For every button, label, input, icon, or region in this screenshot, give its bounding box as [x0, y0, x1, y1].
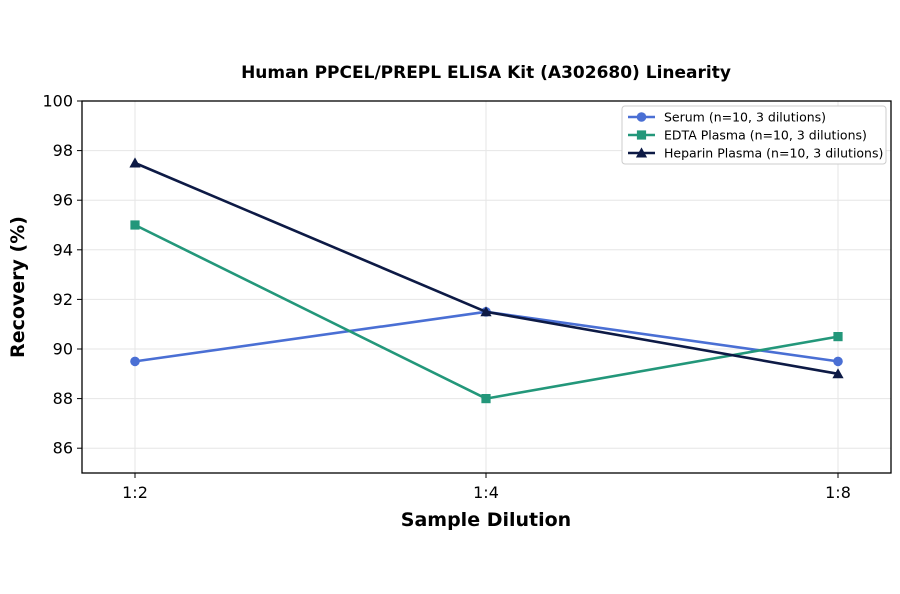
data-point	[480, 306, 492, 317]
legend-marker	[636, 112, 647, 122]
y-tick-label: 96	[53, 191, 73, 210]
axis-ticks: 86 88 90 92 94 96 98 100 1:2 1:4 1:8	[42, 92, 850, 503]
y-axis-label: Recovery (%)	[7, 216, 29, 358]
legend-label: Heparin Plasma (n=10, 3 dilutions)	[664, 146, 883, 161]
y-tick-label: 88	[53, 389, 73, 408]
y-tick-label: 90	[53, 340, 73, 359]
series-3	[129, 157, 844, 379]
data-point	[481, 394, 491, 404]
y-tick-label: 94	[53, 240, 73, 259]
x-tick-label: 1:8	[825, 483, 851, 502]
legend-label: Serum (n=10, 3 dilutions)	[664, 110, 826, 125]
legend-label: EDTA Plasma (n=10, 3 dilutions)	[664, 128, 867, 143]
chart-title: Human PPCEL/PREPL ELISA Kit (A302680) Li…	[241, 63, 731, 83]
legend-marker	[636, 130, 647, 140]
x-tick-label: 1:4	[473, 483, 499, 502]
x-tick-label: 1:2	[122, 483, 148, 502]
series-layer	[129, 157, 844, 404]
data-point	[129, 157, 141, 168]
y-tick-label: 98	[53, 141, 73, 160]
data-point	[832, 368, 844, 379]
legend-box	[621, 105, 887, 165]
x-axis-label: Sample Dilution	[401, 509, 571, 531]
legend-marker	[635, 147, 648, 158]
data-point	[833, 332, 843, 342]
y-tick-label: 92	[53, 290, 73, 309]
legend: Serum (n=10, 3 dilutions) EDTA Plasma (n=…	[621, 105, 887, 165]
y-tick-label: 100	[42, 92, 73, 111]
data-point	[833, 356, 843, 367]
y-tick-label: 86	[53, 439, 73, 458]
series-2	[130, 220, 843, 404]
data-point	[130, 356, 140, 367]
data-point	[130, 220, 140, 230]
